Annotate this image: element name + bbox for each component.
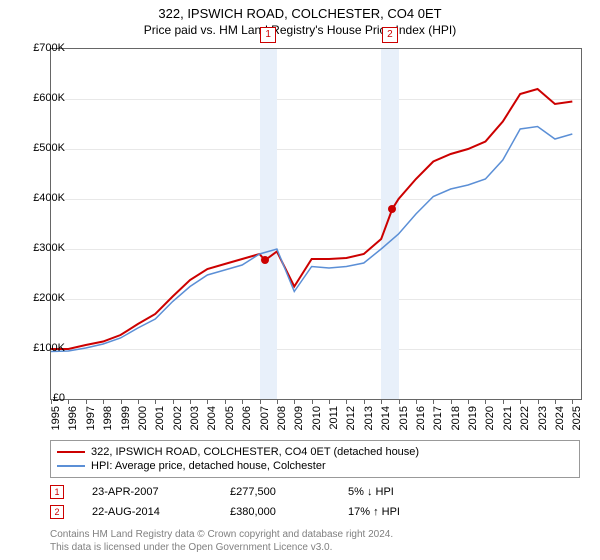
sale-date: 22-AUG-2014: [92, 506, 202, 518]
sale-marker: 2: [382, 27, 398, 43]
page-subtitle: Price paid vs. HM Land Registry's House …: [0, 21, 600, 37]
footer-line-2: This data is licensed under the Open Gov…: [50, 541, 393, 554]
x-tick: [468, 399, 469, 404]
y-axis-label: £300K: [15, 242, 65, 254]
sale-date: 23-APR-2007: [92, 486, 202, 498]
y-axis-label: £600K: [15, 92, 65, 104]
x-tick: [399, 399, 400, 404]
y-axis-label: £500K: [15, 142, 65, 154]
x-axis-label: 2002: [172, 406, 184, 446]
x-tick: [68, 399, 69, 404]
x-tick: [485, 399, 486, 404]
x-tick: [538, 399, 539, 404]
x-tick: [416, 399, 417, 404]
x-axis-label: 2024: [554, 406, 566, 446]
sale-price: £380,000: [230, 506, 320, 518]
x-tick: [329, 399, 330, 404]
x-tick: [312, 399, 313, 404]
x-axis-label: 2014: [380, 406, 392, 446]
x-tick: [207, 399, 208, 404]
footer-line-1: Contains HM Land Registry data © Crown c…: [50, 528, 393, 541]
x-axis-label: 2009: [293, 406, 305, 446]
x-axis-label: 2005: [224, 406, 236, 446]
x-axis-label: 2001: [154, 406, 166, 446]
x-tick: [294, 399, 295, 404]
sale-marker: 1: [260, 27, 276, 43]
price-chart: 12: [50, 48, 582, 400]
x-axis-label: 2003: [189, 406, 201, 446]
x-axis-label: 2015: [398, 406, 410, 446]
sales-table: 1 23-APR-2007 £277,500 5% ↓ HPI 2 22-AUG-2014…: [50, 482, 580, 522]
x-tick: [346, 399, 347, 404]
sale-price: £277,500: [230, 486, 320, 498]
sale-marker-icon: 2: [50, 505, 64, 519]
x-tick: [433, 399, 434, 404]
x-tick: [555, 399, 556, 404]
x-axis-label: 2023: [537, 406, 549, 446]
x-axis-label: 2007: [259, 406, 271, 446]
series-line: [51, 127, 572, 352]
x-tick: [381, 399, 382, 404]
x-tick: [86, 399, 87, 404]
x-axis-label: 2000: [137, 406, 149, 446]
legend-swatch: [57, 451, 85, 453]
y-axis-label: £0: [15, 392, 65, 404]
footer-attribution: Contains HM Land Registry data © Crown c…: [50, 528, 393, 554]
x-axis-label: 2010: [311, 406, 323, 446]
x-axis-label: 1997: [85, 406, 97, 446]
x-axis-label: 2004: [206, 406, 218, 446]
x-axis-label: 2016: [415, 406, 427, 446]
x-tick: [451, 399, 452, 404]
x-tick: [103, 399, 104, 404]
legend-swatch: [57, 465, 85, 467]
x-tick: [138, 399, 139, 404]
x-axis-label: 2013: [363, 406, 375, 446]
sale-point: [388, 205, 396, 213]
y-axis-label: £100K: [15, 342, 65, 354]
x-axis-label: 1999: [120, 406, 132, 446]
x-tick: [364, 399, 365, 404]
sale-diff: 17% ↑ HPI: [348, 506, 438, 518]
page-title: 322, IPSWICH ROAD, COLCHESTER, CO4 0ET: [0, 0, 600, 21]
x-axis-label: 2018: [450, 406, 462, 446]
x-tick: [225, 399, 226, 404]
x-tick: [242, 399, 243, 404]
y-axis-label: £700K: [15, 42, 65, 54]
legend-item: HPI: Average price, detached house, Colc…: [57, 459, 573, 473]
sale-row: 2 22-AUG-2014 £380,000 17% ↑ HPI: [50, 502, 580, 522]
x-tick: [520, 399, 521, 404]
legend-label: HPI: Average price, detached house, Colc…: [91, 460, 326, 472]
x-tick: [155, 399, 156, 404]
legend-item: 322, IPSWICH ROAD, COLCHESTER, CO4 0ET (…: [57, 445, 573, 459]
sale-row: 1 23-APR-2007 £277,500 5% ↓ HPI: [50, 482, 580, 502]
x-tick: [121, 399, 122, 404]
sale-marker-icon: 1: [50, 485, 64, 499]
x-axis-label: 2022: [519, 406, 531, 446]
x-tick: [190, 399, 191, 404]
x-axis-label: 2012: [345, 406, 357, 446]
x-axis-label: 1995: [50, 406, 62, 446]
x-axis-label: 1998: [102, 406, 114, 446]
y-axis-label: £400K: [15, 192, 65, 204]
x-axis-label: 2006: [241, 406, 253, 446]
sale-diff: 5% ↓ HPI: [348, 486, 438, 498]
x-tick: [260, 399, 261, 404]
x-axis-label: 2017: [432, 406, 444, 446]
x-axis-label: 2011: [328, 406, 340, 446]
x-tick: [173, 399, 174, 404]
x-tick: [503, 399, 504, 404]
x-axis-label: 2019: [467, 406, 479, 446]
x-tick: [572, 399, 573, 404]
sale-point: [261, 256, 269, 264]
x-axis-label: 2008: [276, 406, 288, 446]
y-axis-label: £200K: [15, 292, 65, 304]
x-axis-label: 2025: [571, 406, 583, 446]
series-line: [51, 89, 572, 349]
legend-label: 322, IPSWICH ROAD, COLCHESTER, CO4 0ET (…: [91, 446, 419, 458]
x-axis-label: 1996: [67, 406, 79, 446]
x-tick: [277, 399, 278, 404]
x-axis-label: 2020: [484, 406, 496, 446]
x-axis-label: 2021: [502, 406, 514, 446]
